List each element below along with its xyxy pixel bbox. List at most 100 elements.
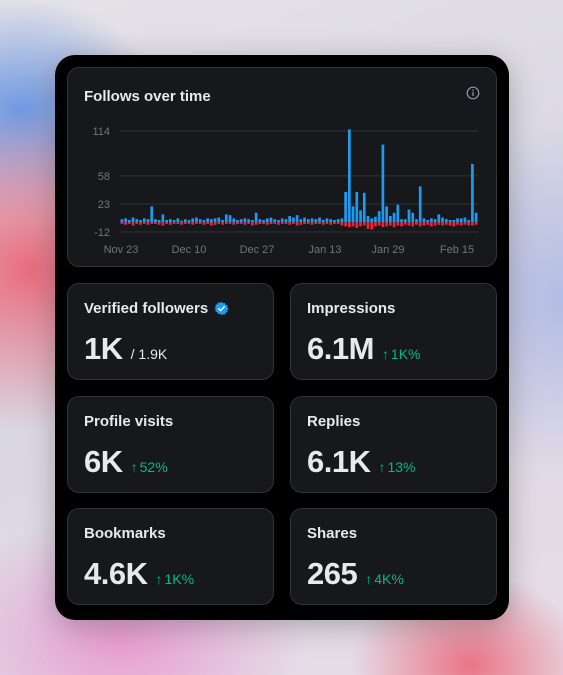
bar-lost — [154, 222, 157, 224]
bar-gained — [474, 212, 478, 223]
x-tick-label: Nov 23 — [104, 244, 139, 256]
bar-gained — [239, 219, 243, 223]
bar-lost — [124, 222, 127, 225]
bar-gained — [269, 217, 273, 223]
bar-gained — [299, 219, 303, 223]
bar-lost — [426, 222, 429, 225]
bar-gained — [139, 219, 142, 223]
bar-lost — [258, 222, 262, 224]
bar-lost — [359, 222, 362, 227]
bar-lost — [299, 222, 303, 225]
bar-gained — [135, 219, 139, 223]
bar-gained — [228, 215, 232, 223]
bar-lost — [232, 222, 236, 225]
bar-lost — [295, 222, 299, 226]
bar-gained — [157, 219, 161, 223]
bar-lost — [452, 222, 456, 227]
bar-gained — [325, 218, 329, 223]
bar-lost — [355, 222, 359, 228]
x-tick-label: Jan 13 — [308, 244, 341, 256]
bar-lost — [351, 222, 355, 227]
bar-gained — [355, 191, 359, 223]
bar-gained — [172, 219, 176, 223]
bar-lost — [381, 222, 385, 228]
bar-gained — [127, 219, 131, 223]
bar-lost — [348, 222, 351, 228]
bar-gained — [277, 219, 280, 223]
bar-gained — [430, 218, 433, 223]
stat-label: Impressions — [307, 300, 396, 317]
bar-lost — [150, 222, 154, 224]
bar-lost — [127, 222, 131, 224]
bar-gained — [415, 219, 418, 223]
bar-gained — [273, 219, 277, 223]
bar-lost — [459, 222, 463, 226]
bar-lost — [403, 222, 407, 225]
bar-lost — [474, 222, 478, 225]
info-icon[interactable] — [466, 86, 480, 100]
stat-value: 1K — [84, 331, 123, 366]
stat-total: / 1.9K — [130, 346, 168, 362]
stat-card-replies[interactable]: Replies 6.1K ↑ 13% — [290, 396, 497, 493]
stat-change: 4K% — [374, 571, 404, 587]
stat-change: 13% — [387, 459, 416, 475]
bar-lost — [180, 222, 183, 225]
bar-lost — [336, 222, 340, 224]
bar-lost — [176, 222, 180, 224]
stat-card-bookmarks[interactable]: Bookmarks 4.6K ↑ 1K% — [67, 508, 274, 605]
bar-lost — [471, 222, 474, 226]
bar-lost — [169, 222, 172, 225]
stat-card-verified-followers[interactable]: Verified followers 1K / 1.9K — [67, 283, 274, 380]
x-tick-label: Dec 10 — [172, 244, 207, 256]
stat-change: 52% — [139, 459, 168, 475]
bar-lost — [139, 222, 142, 225]
bar-lost — [157, 222, 161, 225]
bar-lost — [441, 222, 444, 226]
arrow-up-icon: ↑ — [155, 571, 163, 587]
bar-gained — [236, 219, 239, 223]
stat-card-profile-visits[interactable]: Profile visits 6K ↑ 52% — [67, 396, 274, 493]
stat-change: 1K% — [164, 571, 195, 587]
bar-gained — [131, 217, 135, 223]
bar-lost — [389, 222, 392, 226]
bar-lost — [314, 222, 318, 224]
bar-gained — [433, 219, 437, 223]
bar-gained — [265, 218, 269, 223]
bar-gained — [351, 206, 355, 223]
bar-gained — [452, 219, 456, 223]
bar-lost — [321, 222, 325, 225]
bar-gained — [426, 219, 429, 223]
bar-gained — [396, 204, 400, 223]
bar-gained — [366, 215, 370, 223]
bar-lost — [456, 222, 459, 225]
bar-lost — [187, 222, 191, 224]
bar-lost — [392, 222, 396, 228]
bar-lost — [165, 222, 168, 224]
bar-gained — [377, 211, 381, 223]
bar-lost — [277, 222, 280, 225]
bar-lost — [198, 222, 202, 224]
bar-lost — [303, 222, 306, 224]
bar-lost — [135, 222, 139, 224]
bar-lost — [280, 222, 284, 224]
bar-lost — [213, 222, 217, 225]
bar-gained — [120, 219, 124, 223]
bar-gained — [142, 218, 146, 223]
stat-card-shares[interactable]: Shares 265 ↑ 4K% — [290, 508, 497, 605]
bar-lost — [415, 222, 418, 225]
bar-gained — [183, 219, 187, 223]
bar-lost — [448, 222, 452, 226]
bar-lost — [306, 222, 310, 224]
bar-lost — [411, 222, 415, 227]
stat-card-impressions[interactable]: Impressions 6.1M ↑ 1K% — [290, 283, 497, 380]
stat-label: Bookmarks — [84, 525, 166, 542]
bar-gained — [359, 210, 362, 223]
bar-lost — [146, 222, 150, 225]
bar-gained — [195, 217, 198, 223]
bar-lost — [269, 222, 273, 224]
bar-gained — [437, 214, 441, 223]
bar-lost — [239, 222, 243, 224]
bar-lost — [183, 222, 187, 224]
bar-lost — [206, 222, 209, 224]
bar-lost — [292, 222, 295, 224]
